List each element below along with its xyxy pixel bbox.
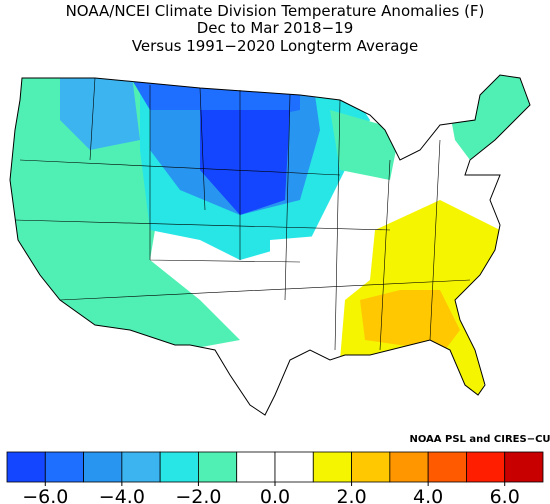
- tick-label: 0.0: [260, 486, 290, 504]
- subtitle: Dec to Mar 2018−19: [197, 19, 354, 37]
- region: [10, 75, 240, 360]
- tick-label: 6.0: [490, 486, 520, 504]
- subtitle: Versus 1991−2020 Longterm Average: [132, 37, 418, 55]
- colorbar-swatch: [504, 451, 544, 483]
- credit: NOAA PSL and CIRES−CU: [409, 434, 550, 445]
- colorbar-swatch: [389, 451, 429, 483]
- colorbar-swatch: [198, 451, 238, 483]
- tick-label: −4.0: [99, 486, 145, 504]
- tick-label: 2.0: [336, 486, 366, 504]
- colorbar-swatch: [351, 451, 391, 483]
- colorbar-swatch: [427, 451, 467, 483]
- colorbar-swatch: [274, 451, 314, 483]
- colorbar-swatch: [121, 451, 161, 483]
- colorbar-swatch: [44, 451, 84, 483]
- tick-label: −2.0: [175, 486, 221, 504]
- region: [270, 235, 330, 345]
- region: [120, 75, 300, 120]
- region: [60, 75, 140, 150]
- tick-label: 4.0: [413, 486, 443, 504]
- colorbar-swatch: [6, 451, 46, 483]
- colorbar-swatch: [466, 451, 506, 483]
- colorbar: −6.0 −4.0 −2.0 0.0 2.0 4.0 6.0: [6, 451, 544, 504]
- colorbar-swatch: [159, 451, 199, 483]
- colorbar-swatch: [236, 451, 276, 483]
- division-lines: [9, 74, 531, 416]
- region: [200, 110, 290, 215]
- title: NOAA/NCEI Climate Division Temperature A…: [66, 2, 485, 20]
- region: [360, 290, 460, 350]
- colorbar-swatch: [83, 451, 123, 483]
- colorbar-swatch: [312, 451, 352, 483]
- us-map: [10, 75, 530, 415]
- tick-label: −6.0: [22, 486, 68, 504]
